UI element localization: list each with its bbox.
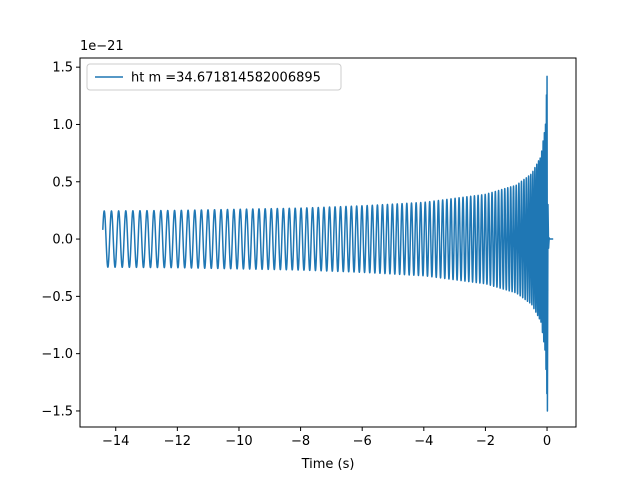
x-tick-label: −2 (476, 434, 495, 449)
y-tick-label: 1.5 (52, 61, 73, 76)
x-axis: −14 −12 −10 −8 −6 −4 −2 0 (102, 427, 551, 449)
x-tick-label: −14 (102, 434, 129, 449)
x-tick-label: −10 (225, 434, 252, 449)
plot-frame (79, 57, 577, 428)
x-tick-label: −12 (164, 434, 191, 449)
y-tick-label: 0.5 (52, 175, 73, 190)
y-tick-label: −0.5 (41, 290, 73, 305)
legend-entry: ht m =34.671814582006895 (131, 71, 321, 86)
series-line (102, 75, 554, 412)
y-tick-label: −1.0 (41, 347, 73, 362)
legend-box (86, 63, 342, 91)
x-tick-label: −6 (353, 434, 372, 449)
x-tick-label: −8 (291, 434, 310, 449)
x-tick-label: −4 (414, 434, 433, 449)
y-tick-label: −1.5 (41, 404, 73, 419)
y-tick-label: 1.0 (52, 118, 73, 133)
y-axis: −1.5 −1.0 −0.5 0.0 0.5 1.0 1.5 (41, 61, 80, 419)
y-tick-label: 0.0 (52, 233, 73, 248)
plot-area (102, 75, 554, 412)
legend: ht m =34.671814582006895 (86, 63, 342, 91)
x-axis-label: Time (s) (301, 457, 355, 472)
y-scale-note: 1e−21 (80, 39, 124, 54)
x-tick-label: 0 (543, 434, 551, 449)
